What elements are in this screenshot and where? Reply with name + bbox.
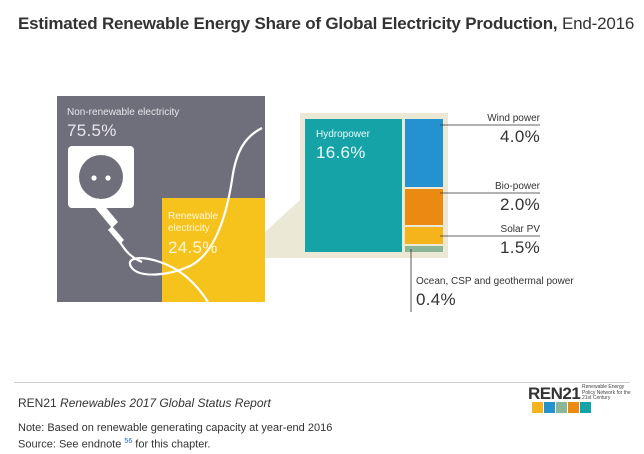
chart-title: Estimated Renewable Energy Share of Glob… xyxy=(18,14,634,34)
leader-lines xyxy=(410,124,540,312)
water-icon xyxy=(580,402,591,413)
ocean-csp-geothermal-value: 0.4% xyxy=(416,290,456,309)
non-renewable-label: Non-renewable electricity xyxy=(67,107,180,118)
bio-power-value: 2.0% xyxy=(500,195,540,214)
endnote-link[interactable]: 56 xyxy=(124,438,133,445)
source-suffix: for this chapter. xyxy=(135,438,211,451)
report-source: REN21 Renewables 2017 Global Status Repo… xyxy=(18,396,271,410)
ocean-csp-geothermal-label: Ocean, CSP and geothermal power xyxy=(416,276,574,287)
source-line: Source: See endnote 56 for this chapter. xyxy=(18,435,332,452)
wind-power-label: Wind power xyxy=(487,113,540,124)
renewable-label: Renewable electricity xyxy=(168,211,219,234)
solar-pv-label: Solar PV xyxy=(500,224,540,235)
geothermal-icon xyxy=(556,402,567,413)
bio-power-label: Bio-power xyxy=(494,181,540,192)
biomass-icon xyxy=(568,402,579,413)
solar-pv-block xyxy=(405,227,443,244)
treemap-chart xyxy=(57,96,540,312)
hydropower-label: Hydropower xyxy=(316,129,370,140)
zoom-connector xyxy=(265,200,300,258)
source-prefix: Source: See endnote xyxy=(18,438,122,451)
report-title: Renewables 2017 Global Status Report xyxy=(60,396,271,410)
renewable-value: 24.5% xyxy=(168,238,218,257)
sun-icon xyxy=(532,402,543,413)
wind-power-block xyxy=(405,119,443,187)
plug-icon xyxy=(68,127,263,303)
wind-icon xyxy=(544,402,555,413)
renewable-block xyxy=(162,198,265,302)
wind-power-value: 4.0% xyxy=(500,127,540,146)
solar-pv-value: 1.5% xyxy=(500,238,540,257)
publisher-name: REN21 xyxy=(18,396,57,410)
notes-block: Note: Based on renewable generating capa… xyxy=(18,421,332,452)
ren21-logo: REN21 Renewable Energy Policy Network fo… xyxy=(528,384,638,414)
hydropower-block xyxy=(305,119,402,252)
ocean-csp-geothermal-block xyxy=(405,246,443,252)
logo-tagline: Renewable Energy Policy Network for the … xyxy=(582,384,631,401)
chart-title-year: End-2016 xyxy=(561,14,635,33)
footer-divider xyxy=(14,382,630,383)
bio-power-block xyxy=(405,189,443,225)
chart-title-main: Estimated Renewable Energy Share of Glob… xyxy=(18,14,558,33)
logo-wordmark: REN21 xyxy=(528,384,581,403)
hydropower-value: 16.6% xyxy=(316,143,366,162)
energy-icons xyxy=(532,402,591,413)
non-renewable-value: 75.5% xyxy=(67,121,117,140)
note-text: Note: Based on renewable generating capa… xyxy=(18,422,333,434)
